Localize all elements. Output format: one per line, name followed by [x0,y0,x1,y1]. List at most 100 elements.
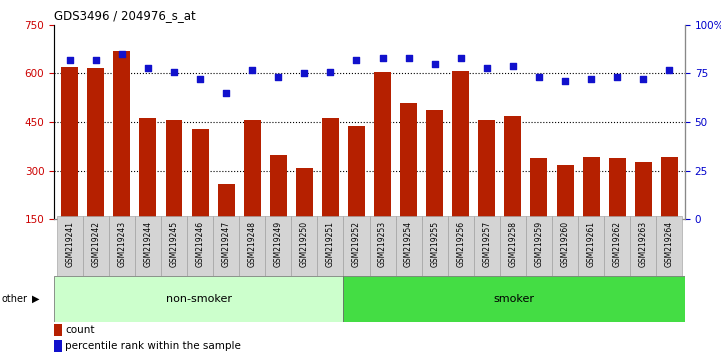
Bar [557,165,573,268]
Text: ▶: ▶ [32,294,39,304]
Text: GSM219244: GSM219244 [143,221,152,267]
Bar [343,276,685,322]
Bar [348,126,365,268]
Bar [87,68,105,268]
Point [559,78,571,84]
Bar [109,216,135,276]
Text: other: other [1,294,27,304]
Point [221,90,232,96]
Text: GSM219246: GSM219246 [195,221,205,267]
Point [637,76,649,82]
Bar [83,216,109,276]
Bar [265,216,291,276]
Bar [54,324,62,336]
Text: GSM219247: GSM219247 [221,221,231,267]
Text: GDS3496 / 204976_s_at: GDS3496 / 204976_s_at [54,9,196,22]
Point [247,67,258,72]
Point [273,74,284,80]
Text: GSM219259: GSM219259 [534,221,544,267]
Bar [374,73,391,268]
Point [455,55,466,61]
Bar [192,129,208,268]
Bar [609,159,626,268]
Bar [478,120,495,268]
Bar [54,276,343,322]
Point [481,65,492,70]
Text: GSM219262: GSM219262 [613,221,622,267]
Point [64,57,76,63]
Text: GSM219258: GSM219258 [508,221,518,267]
Bar [583,157,600,268]
Text: GSM219252: GSM219252 [352,221,361,267]
Bar [213,216,239,276]
Bar [113,51,131,268]
Bar [291,216,317,276]
Bar [239,216,265,276]
Text: count: count [66,325,95,336]
Bar [500,216,526,276]
Point [534,74,545,80]
Text: GSM219242: GSM219242 [92,221,100,267]
Bar [422,216,448,276]
Point [403,55,415,61]
Bar [552,216,578,276]
Bar [244,120,261,268]
Point [142,65,154,70]
Point [429,61,441,67]
Bar [400,103,417,268]
Bar [426,110,443,268]
Bar [634,162,652,268]
Point [194,76,205,82]
Bar [57,216,83,276]
Text: smoker: smoker [494,294,534,304]
Text: GSM219250: GSM219250 [300,221,309,267]
Bar [526,216,552,276]
Text: GSM219253: GSM219253 [378,221,387,267]
Bar [187,216,213,276]
Bar [630,216,656,276]
Point [377,55,389,61]
Text: GSM219261: GSM219261 [587,221,596,267]
Text: GSM219254: GSM219254 [404,221,413,267]
Text: GSM219263: GSM219263 [639,221,647,267]
Bar [135,216,161,276]
Point [507,63,518,68]
Point [350,57,362,63]
Point [611,74,623,80]
Bar [474,216,500,276]
Bar [322,118,339,268]
Bar [161,216,187,276]
Bar [61,67,78,268]
Point [168,69,180,74]
Bar [656,216,682,276]
Bar [531,159,547,268]
Bar [139,118,156,268]
Bar [296,168,313,268]
Bar [396,216,422,276]
Text: GSM219251: GSM219251 [326,221,335,267]
Bar [452,71,469,268]
Text: GSM219257: GSM219257 [482,221,491,267]
Bar [54,340,62,353]
Bar [578,216,604,276]
Bar [317,216,343,276]
Point [324,69,336,74]
Bar [218,184,234,268]
Text: percentile rank within the sample: percentile rank within the sample [66,341,242,352]
Point [90,57,102,63]
Point [663,67,675,72]
Bar [448,216,474,276]
Text: non-smoker: non-smoker [166,294,231,304]
Bar [369,216,396,276]
Text: GSM219241: GSM219241 [65,221,74,267]
Text: GSM219243: GSM219243 [118,221,126,267]
Text: GSM219264: GSM219264 [665,221,674,267]
Bar [270,155,287,268]
Text: GSM219248: GSM219248 [248,221,257,267]
Text: GSM219245: GSM219245 [169,221,179,267]
Bar [604,216,630,276]
Point [298,70,310,76]
Text: GSM219256: GSM219256 [456,221,465,267]
Bar [505,116,521,268]
Bar [166,120,182,268]
